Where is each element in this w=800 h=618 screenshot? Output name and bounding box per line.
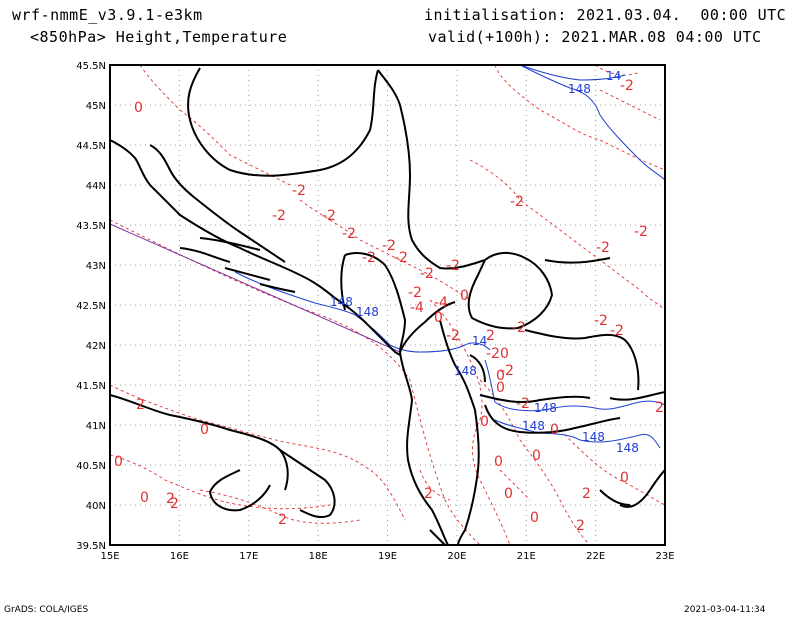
lat-tick-label: 42N (86, 341, 106, 352)
temperature-contour-label: 2 (136, 397, 145, 413)
footer-credit: GrADS: COLA/IGES (4, 605, 89, 615)
temperature-contour-label: -2 (446, 258, 460, 274)
temperature-contours (109, 64, 666, 546)
temperature-contour-label: -2 (634, 224, 648, 240)
temperature-contour-label: -2 (394, 250, 408, 266)
temperature-contour-label: 2 (166, 491, 175, 507)
temperature-contour-label: -20 (486, 346, 509, 362)
height-contour-label: 14 (472, 334, 487, 348)
lat-tick-label: 39.5N (76, 541, 106, 552)
lat-tick-label: 40N (86, 501, 106, 512)
cross-section-line (109, 223, 401, 353)
temperature-contour-label: -4 (434, 295, 448, 311)
lat-tick-label: 40.5N (76, 461, 106, 472)
lat-tick-label: 43N (86, 261, 106, 272)
temperature-contour-label: 0 (532, 448, 541, 464)
temperature-contour-label: 2 (424, 486, 433, 502)
temperature-contour-label: 2 (486, 328, 495, 344)
latitude-labels: 45.5N 45N 44.5N 44N 43.5N 43N 42.5N 42N 41.5N 41N… (76, 61, 106, 552)
valid-time: valid(+100h): 2021.MAR.08 04:00 UTC (428, 28, 762, 46)
temperature-contour-label: 0 (550, 422, 559, 438)
temperature-contour-label: 0 (480, 414, 489, 430)
temperature-contour-label: 0 (496, 368, 505, 384)
map-frame (109, 64, 666, 546)
lon-tick-label: 23E (655, 551, 674, 562)
longitude-labels: 15E 16E 17E 18E 19E 20E 21E 22E 23E (100, 551, 674, 562)
temperature-contour-label: 2 (278, 512, 287, 528)
temperature-contour-label: 2 (170, 496, 179, 512)
grid-lines (110, 65, 665, 545)
temperature-contour-label: 0 (620, 470, 629, 486)
temperature-contour-label: 0 (434, 310, 443, 326)
lon-tick-label: 19E (378, 551, 397, 562)
temperature-contour-label: -2 (322, 208, 336, 224)
temperature-contour-label: -2 (292, 183, 306, 199)
temperature-contour-label: 0 (134, 100, 143, 116)
temperature-contour-label: -2 (362, 250, 376, 266)
temperature-contour-label: -2 (342, 226, 356, 242)
temperature-contour-label: 0 (460, 288, 469, 304)
lat-tick-label: 43.5N (76, 221, 106, 232)
temperature-contour-label: -4 (410, 300, 424, 316)
lat-tick-label: 41.5N (76, 381, 106, 392)
temperature-contour-label: 0 (494, 454, 503, 470)
temperature-contour-label: 0 (140, 490, 149, 506)
lat-tick-label: 41N (86, 421, 106, 432)
temperature-contour-label: -2 (620, 78, 634, 94)
lon-tick-label: 22E (586, 551, 605, 562)
height-contour-label: 14 (606, 69, 621, 83)
lon-tick-label: 17E (239, 551, 258, 562)
init-time: initialisation: 2021.03.04. 00:00 UTC (424, 6, 787, 24)
coastlines-borders (109, 67, 666, 546)
temperature-contour-label: -2 (512, 320, 526, 336)
temperature-contour-label: -2 (516, 396, 530, 412)
temperature-contour-label: 2 (582, 486, 591, 502)
lon-tick-label: 20E (447, 551, 466, 562)
model-title: wrf-nmmE_v3.9.1-e3km (12, 6, 203, 24)
field-title: <850hPa> Height,Temperature (30, 28, 288, 46)
lat-tick-label: 44.5N (76, 141, 106, 152)
height-contour-label: 148 (522, 419, 545, 433)
temperature-contour-label: 0 (114, 454, 123, 470)
temperature-contour-label: -2 (272, 208, 286, 224)
height-contour-label: 148 (568, 82, 591, 96)
lat-tick-label: 45N (86, 101, 106, 112)
temperature-contour-label: -2 (420, 266, 434, 282)
lon-tick-label: 16E (170, 551, 189, 562)
lat-tick-label: 44N (86, 181, 106, 192)
temperature-contour-label: 0 (496, 380, 505, 396)
height-contour-label: 148 (454, 364, 477, 378)
temperature-contour-label: -2 (594, 313, 608, 329)
temperature-labels: -20-2 -2-2-2-2 -2 -2-2-2-4 -40-2-2-2-2-2-2-2… (114, 78, 664, 534)
temperature-contour-label: -2 (382, 238, 396, 254)
temperature-contour-label: -2 (610, 323, 624, 339)
temperature-contour-label: -2 (446, 328, 460, 344)
height-contour-label: 148 (330, 295, 353, 309)
height-contour-label: 148 (356, 305, 379, 319)
temperature-contour-label: 2 (576, 518, 585, 534)
temperature-contour-label: 0 (200, 422, 209, 438)
lat-tick-label: 45.5N (76, 61, 106, 72)
temperature-contour-label: -2 (596, 240, 610, 256)
temperature-contour-label: -2 (510, 194, 524, 210)
footer-timestamp: 2021-03-04-11:34 (684, 605, 766, 615)
temperature-contour-label: 2 (655, 400, 664, 416)
lat-tick-label: 42.5N (76, 301, 106, 312)
temperature-contour-label: 0 (530, 510, 539, 526)
height-contours (234, 64, 666, 449)
lon-tick-label: 18E (309, 551, 328, 562)
temperature-contour-label: -2 (500, 363, 514, 379)
temperature-contour-label: 0 (504, 486, 513, 502)
temperature-contour-label: -2 (408, 285, 422, 301)
height-contour-label: 148 (534, 401, 557, 415)
height-contour-label: 148 (616, 441, 639, 455)
height-contour-label: 148 (582, 430, 605, 444)
lon-tick-label: 21E (517, 551, 536, 562)
lon-tick-label: 15E (100, 551, 119, 562)
